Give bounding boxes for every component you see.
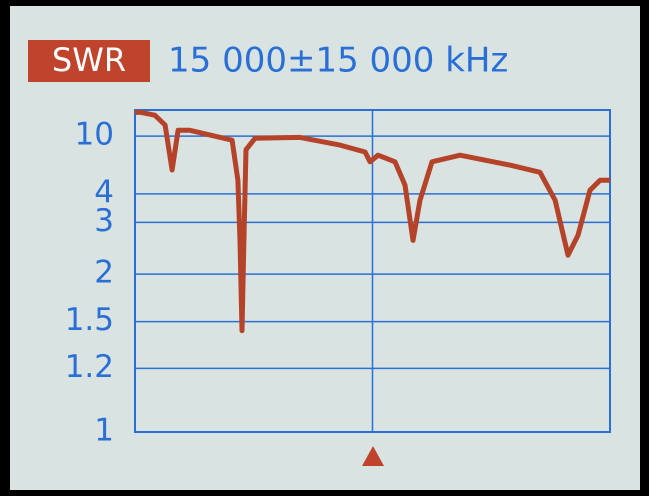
y-tick-label: 3 [94,203,114,239]
y-tick-label: 10 [75,117,114,153]
y-tick-label: 1.2 [65,349,114,385]
y-tick-label: 1.5 [65,302,114,338]
y-tick-label: 1 [94,413,114,449]
y-tick-label: 2 [94,255,114,291]
cursor-marker [362,446,384,466]
y-tick-label: 4 [94,174,114,210]
badge: SWR [52,41,126,79]
chart-title: 15 000±15 000 kHz [168,41,508,81]
badge-background [28,40,150,82]
screen-background [10,6,640,490]
swr-trace [134,109,610,334]
